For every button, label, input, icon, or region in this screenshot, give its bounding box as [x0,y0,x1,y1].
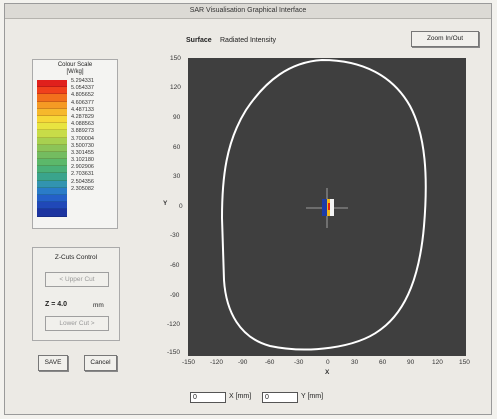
color-scale-unit: [W/kg] [66,69,84,75]
y-tick: 120 [170,84,181,91]
z-unit-label: mm [93,302,104,309]
color-swatch [37,166,67,174]
hotspot-red [328,203,331,210]
color-scale-value: 3.500730 [71,142,94,149]
x-tick: -120 [210,359,224,366]
z-value-label: Z = 4.0 [45,301,67,308]
x-coordinate-label: X [mm] [229,393,252,400]
x-tick: 0 [326,359,330,366]
save-button[interactable]: SAVE [38,355,68,371]
color-swatch [37,187,67,195]
y-coordinate-label: Y [mm] [301,393,324,400]
x-tick: 60 [379,359,387,366]
color-swatch [37,108,67,116]
y-tick: -60 [170,262,180,269]
sar-plot-svg [220,58,427,351]
color-swatch-column [37,80,67,217]
x-tick: -150 [182,359,196,366]
color-scale-value: 5.054337 [71,85,94,92]
color-swatch [37,80,67,88]
y-tick: 30 [173,173,181,180]
color-swatch [37,173,67,181]
color-scale-value: 2.305082 [71,185,94,192]
color-scale-title: Colour Scale [57,62,93,68]
y-axis-label: Y [163,200,168,207]
hotspot-blue [322,199,327,216]
color-swatch [37,101,67,109]
x-tick: 90 [407,359,415,366]
color-scale-value: 3.700004 [71,135,94,142]
zoom-button[interactable]: Zoom In/Out [411,31,479,47]
color-swatch [37,180,67,188]
color-scale-value: 4.088563 [71,121,94,128]
x-tick: 120 [432,359,443,366]
color-swatch [37,209,67,217]
x-tick: -90 [238,359,248,366]
color-swatch [37,151,67,160]
color-scale-values: 5.294331 5.054337 4.805652 4.606377 4.487133… [71,78,116,193]
x-coordinate-field[interactable]: 0 [190,392,226,403]
y-tick: -120 [167,321,181,328]
color-scale-panel: Colour Scale [W/kg] 5.294331 5.054337 4.80… [32,59,118,229]
sar-plot[interactable] [188,58,466,356]
color-scale-value: 3.889273 [71,128,94,135]
y-tick: -150 [167,349,181,356]
color-scale-value: 3.102180 [71,157,94,164]
y-tick: 150 [170,55,181,62]
color-swatch [37,87,67,95]
y-tick: -90 [170,292,180,299]
color-scale-value: 4.606377 [71,99,94,106]
y-coordinate-field[interactable]: 0 [262,392,298,403]
sar-window: SAR Visualisation Graphical Interface Co… [4,3,492,415]
surface-label: Surface [186,37,212,44]
color-scale-value: 2.902906 [71,164,94,171]
upper-cut-button[interactable]: < Upper Cut [45,272,109,287]
color-swatch [37,137,67,145]
hotspot-white [330,199,334,216]
y-tick: 60 [173,144,181,151]
x-axis-label: X [325,369,330,376]
zcut-title: Z-Cuts Control [54,254,98,261]
color-swatch [37,123,67,131]
color-scale-value: 2.703631 [71,171,94,178]
lower-cut-button[interactable]: Lower Cut > [45,316,109,331]
y-tick: -30 [170,232,180,239]
color-swatch [37,94,67,102]
body-contour [220,58,427,351]
x-tick: -30 [294,359,304,366]
x-tick: 30 [351,359,359,366]
color-scale-value: 4.805652 [71,92,94,99]
color-swatch [37,144,67,152]
color-swatch [37,202,67,210]
x-tick: -60 [265,359,275,366]
x-tick: 150 [459,359,470,366]
color-scale-value: 3.301455 [71,149,94,156]
zcut-control-panel: Z-Cuts Control < Upper Cut Z = 4.0 mm Lo… [32,247,120,341]
y-tick: 90 [173,114,181,121]
color-scale-value: 4.487133 [71,106,94,113]
cancel-button[interactable]: Cancel [84,355,117,371]
color-scale-value: 4.287829 [71,113,94,120]
y-tick: 0 [179,203,183,210]
color-swatch [37,115,67,124]
color-swatch [37,195,67,203]
surface-value: Radiated Intensity [220,37,277,44]
window-title: SAR Visualisation Graphical Interface [5,4,491,19]
color-swatch [37,130,67,138]
color-swatch [37,159,67,167]
color-scale-value: 5.294331 [71,78,94,84]
color-scale-value: 2.504356 [71,178,94,185]
